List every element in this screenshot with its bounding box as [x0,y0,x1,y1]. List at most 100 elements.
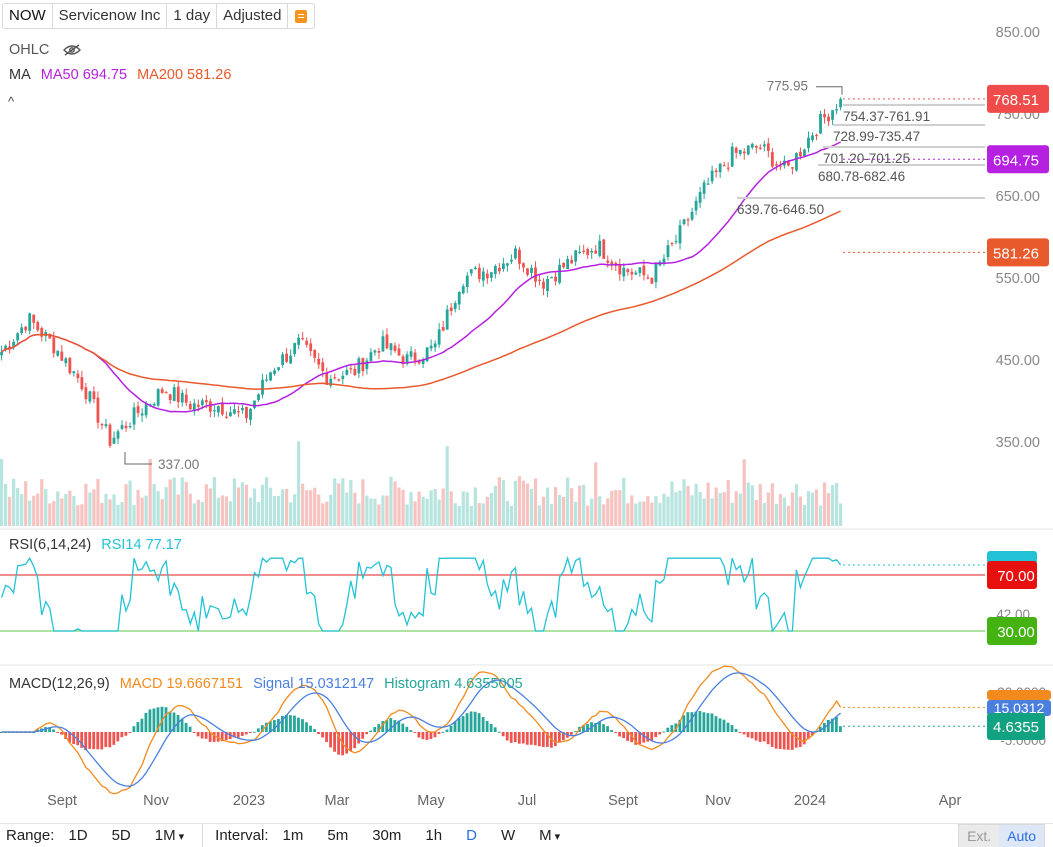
volume-bar [192,503,196,526]
volume-bar [124,484,128,526]
volume-bar [240,482,245,526]
candle-body [602,239,606,259]
histogram-bar [72,732,76,745]
candle-body [321,362,325,372]
volume-bar [457,505,461,526]
histogram-bar [730,725,734,732]
candle-body [606,260,610,263]
eye-hidden-icon[interactable] [63,44,82,56]
histogram-bar [562,732,565,741]
volume-bar [76,505,80,526]
candle-body [28,313,32,331]
volume-bar [385,495,389,526]
candle-body [184,394,188,403]
candle-body [674,241,678,243]
volume-bar [533,478,538,526]
volume-bar [293,494,297,526]
candle-body [823,114,826,118]
candle-body [730,146,734,167]
candle-body [341,375,345,379]
auto-scale-button[interactable]: Auto [999,825,1044,847]
histogram-bar [646,732,650,742]
interval-m-dropdown[interactable]: M [539,827,560,844]
list-icon[interactable] [288,4,314,28]
histogram-bar [746,732,750,738]
chart-canvas[interactable]: 850.00750.00650.00550.00450.00350.00775.… [0,0,1053,823]
candle-body [377,351,381,353]
histogram-bar [208,732,212,742]
candle-body [662,258,666,265]
rsi30-badge-bg [987,617,1037,645]
symbol-button[interactable]: NOW [3,4,53,28]
candle-body [349,368,353,370]
ext-hours-button[interactable]: Ext. [959,825,1000,847]
histogram-bar [92,732,96,750]
volume-bar [373,498,377,526]
histogram-bar [545,732,549,747]
volume-bar [401,489,405,526]
candle-body [128,426,132,428]
interval-5m[interactable]: 5m [327,827,349,844]
range-1m-dropdown[interactable]: 1M [155,827,184,844]
histogram-bar [365,732,369,735]
histogram-bar [826,720,830,732]
rsi70-badge: 70.00 [997,568,1035,585]
low-annotation: 337.00 [158,457,199,472]
interval-1h[interactable]: 1h [425,827,443,844]
last-price-badge: 768.51 [993,92,1039,109]
histogram-bar [297,717,300,732]
volume-bar [136,489,140,526]
volume-bar [674,492,678,526]
candle-body [437,329,441,345]
histogram-bar [128,732,132,733]
volume-bar [626,503,630,526]
candle-body [124,425,128,429]
candle-body [229,412,232,417]
candle-body [734,147,738,153]
volume-bar [838,503,843,526]
signal-line [1,672,841,787]
x-axis-label: 2023 [233,793,265,809]
candle-body [104,424,108,427]
volume-bar [256,502,261,526]
interval-w[interactable]: W [500,827,516,844]
candle-body [329,378,333,386]
period-button[interactable]: 1 day [167,4,218,28]
histogram-bar [742,732,746,735]
candle-body [795,153,798,171]
histogram-bar [453,721,457,732]
histogram-bar [774,732,778,749]
candle-body [120,425,124,429]
low-marker [124,452,152,465]
interval-1m[interactable]: 1m [282,827,304,844]
collapse-caret-icon[interactable]: ^ [8,94,15,109]
volume-bar [758,484,762,526]
histogram-bar [68,732,72,743]
candle-body [481,271,485,281]
histogram-bar [325,732,328,742]
adjust-button[interactable]: Adjusted [217,4,289,28]
volume-bar [184,481,188,526]
range-1d[interactable]: 1D [68,827,88,844]
volume-bar [349,480,353,526]
interval-30m[interactable]: 30m [372,827,402,844]
volume-bar [638,501,642,526]
volume-bar [228,501,233,526]
candle-body [530,267,533,273]
histogram-bar [790,732,794,750]
ma-legend: MA MA50 694.75 MA200 581.26 [9,67,237,83]
range-5d[interactable]: 5D [111,827,131,844]
ma200-badge-bg [987,238,1049,267]
histogram-bar [305,722,308,732]
histogram-bar [361,732,365,739]
volume-bar [148,459,152,526]
histogram-bar [614,732,617,733]
candle-body [514,248,517,259]
interval-d[interactable]: D [466,827,477,844]
histogram-bar [461,716,465,732]
candle-body [405,354,409,364]
histogram-bar [104,732,108,748]
histogram-bar [698,711,702,732]
company-name[interactable]: Servicenow Inc [53,4,168,28]
candle-body [453,303,457,309]
